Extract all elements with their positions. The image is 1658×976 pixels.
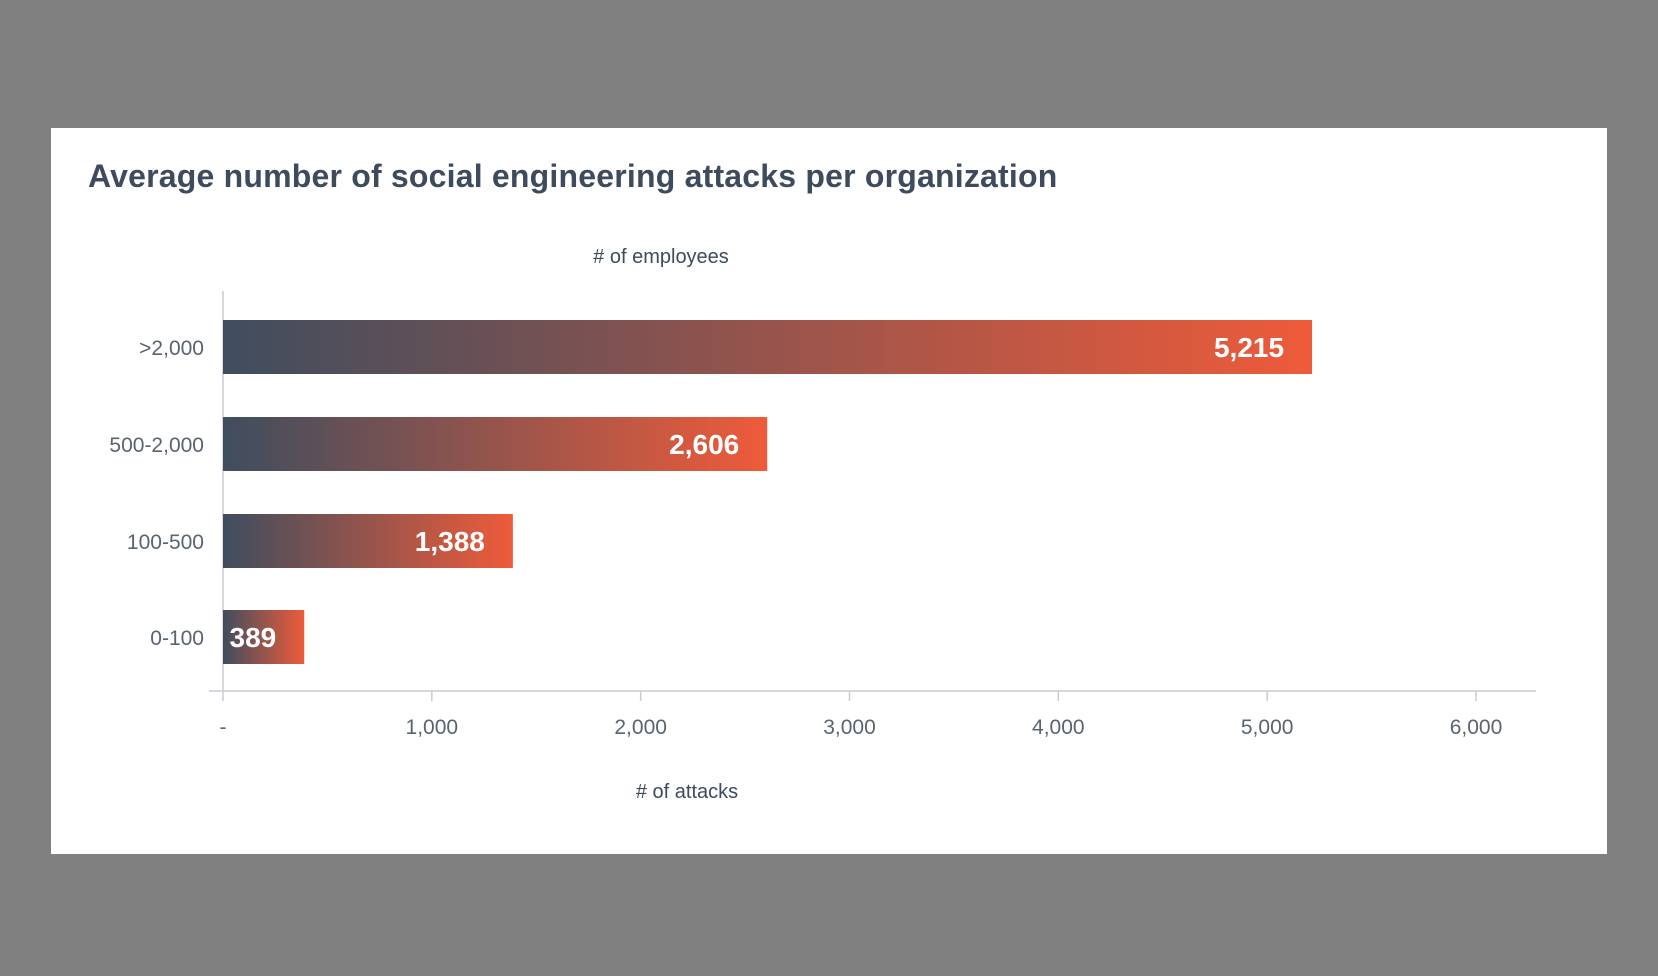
data-label: 5,215 <box>1214 332 1284 363</box>
category-label: >2,000 <box>139 337 204 360</box>
data-label: 389 <box>230 622 277 653</box>
category-label: 100-500 <box>127 531 204 554</box>
x-tick-label: 1,000 <box>406 716 459 739</box>
bar <box>223 514 513 568</box>
data-label: 2,606 <box>669 429 739 460</box>
bar-chart: # of employees - 1,000 2,000 3,000 4,000 5,000… <box>109 246 1536 803</box>
x-tick-label: 6,000 <box>1450 716 1503 739</box>
x-tick-label: 5,000 <box>1241 716 1294 739</box>
x-tick-label: 2,000 <box>614 716 667 739</box>
category-label: 500-2,000 <box>109 434 204 457</box>
chart-title: Average number of social engineering att… <box>88 158 1058 194</box>
category-label: 0-100 <box>150 627 204 650</box>
bar <box>223 610 305 664</box>
x-tick-label: - <box>220 716 227 739</box>
x-tick-label: 4,000 <box>1032 716 1085 739</box>
bar <box>223 320 1313 374</box>
chart-card: Average number of social engineering att… <box>51 128 1607 854</box>
x-tick-label: 3,000 <box>823 716 876 739</box>
bar <box>223 417 768 471</box>
y-axis-title: # of employees <box>593 246 729 268</box>
data-label: 1,388 <box>415 526 485 557</box>
x-axis-title: # of attacks <box>636 781 738 803</box>
